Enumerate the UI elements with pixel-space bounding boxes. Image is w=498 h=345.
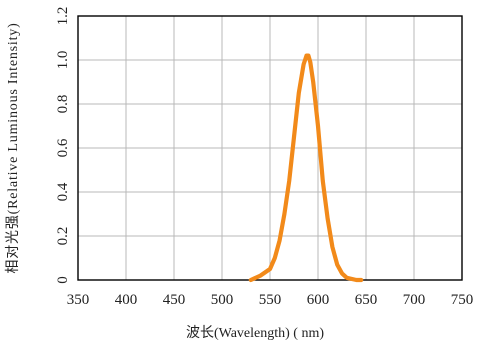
x-tick-label: 450 bbox=[163, 292, 186, 308]
x-axis-label: 波长(Wavelength) ( nm) bbox=[186, 325, 324, 341]
grid-lines bbox=[78, 16, 462, 280]
y-tick-label: 0.8 bbox=[55, 95, 71, 114]
y-tick-label: 1.2 bbox=[55, 7, 71, 26]
x-tick-label: 700 bbox=[403, 292, 426, 308]
series-layer bbox=[248, 53, 364, 283]
y-tick-labels: 0 0.2 0.4 0.6 0.8 1.0 1.2 bbox=[55, 7, 71, 284]
x-tick-label: 500 bbox=[211, 292, 234, 308]
y-tick-label: 0.6 bbox=[55, 138, 71, 157]
x-tick-label: 550 bbox=[259, 292, 282, 308]
y-tick-label: 0.2 bbox=[55, 227, 71, 246]
x-tick-label: 400 bbox=[115, 292, 138, 308]
spectrum-series-line bbox=[248, 53, 364, 283]
y-tick-label: 0 bbox=[55, 276, 71, 284]
x-tick-label: 650 bbox=[355, 292, 378, 308]
x-tick-label: 350 bbox=[67, 292, 90, 308]
y-axis-label: 相对光强(Relative Luminous Intensity) bbox=[5, 22, 21, 273]
y-tick-label: 0.4 bbox=[55, 182, 71, 201]
plot-frame bbox=[77, 15, 463, 281]
y-tick-label: 1.0 bbox=[55, 51, 71, 70]
x-tick-label: 600 bbox=[307, 292, 330, 308]
x-tick-labels: 350 400 450 500 550 600 650 700 750 bbox=[67, 292, 474, 308]
x-tick-label: 750 bbox=[451, 292, 474, 308]
